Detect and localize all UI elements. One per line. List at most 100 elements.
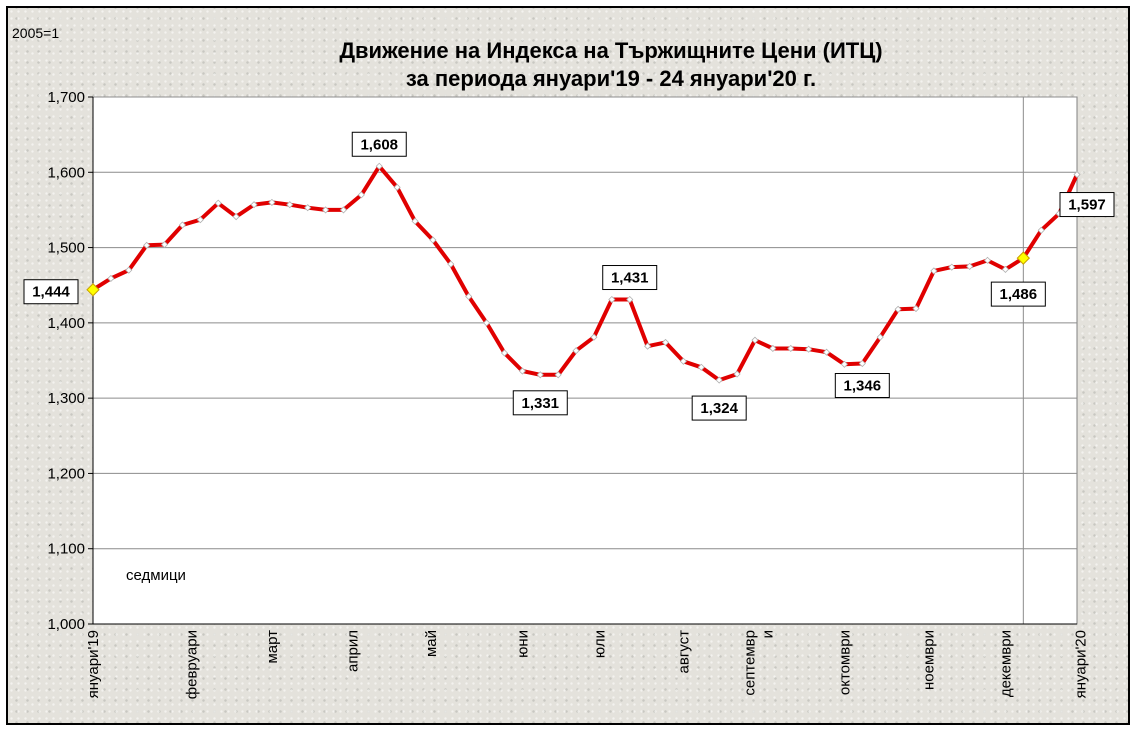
- data-point: [339, 206, 348, 214]
- data-label-text: 1,431: [611, 270, 649, 287]
- data-point: [411, 217, 419, 225]
- data-label: 1,597: [1059, 192, 1115, 218]
- x-month-label: февруари: [183, 630, 200, 699]
- y-tick-label: 1,100: [47, 541, 85, 558]
- data-point: [894, 305, 902, 313]
- data-label-box: [990, 281, 1046, 307]
- data-label-box: [23, 279, 79, 305]
- data-point: [357, 191, 365, 199]
- data-point: [286, 201, 294, 209]
- data-label: 1,608: [351, 131, 407, 157]
- data-point: [948, 263, 956, 271]
- data-point: [751, 336, 759, 344]
- data-label-box: [351, 131, 407, 157]
- x-month-label: януари'20: [1073, 630, 1090, 698]
- data-label: 1,486: [990, 281, 1046, 307]
- data-point: [107, 274, 115, 283]
- data-point: [590, 333, 598, 341]
- data-point: [1001, 265, 1010, 273]
- data-point: [125, 266, 133, 274]
- x-month-label: октомври: [836, 630, 853, 695]
- y-axis: 1,000 1,100 1,200 1,300 1,400 1,500 1,600 1,700: [47, 89, 94, 633]
- data-label-text: 1,608: [360, 136, 398, 153]
- x-month-label: декември: [997, 630, 1014, 697]
- data-point: [268, 198, 276, 206]
- y-tick-label: 1,600: [47, 164, 85, 181]
- data-point: [304, 204, 312, 212]
- data-point: [196, 216, 204, 224]
- chart-frame: 2005=1 Движение на Индекса на Тържищните…: [6, 6, 1130, 725]
- gridlines: [93, 96, 1077, 625]
- data-point: [536, 371, 544, 379]
- data-point: [733, 370, 741, 378]
- data-point: [160, 240, 169, 249]
- data-label-box: [834, 373, 890, 399]
- data-point: [912, 304, 920, 313]
- data-point: [876, 333, 884, 341]
- chart-subtitle: за периода януари'19 - 24 януари'20 г.: [406, 66, 816, 91]
- data-point: [930, 267, 938, 275]
- data-point: [232, 213, 240, 221]
- data-labels: 1,444 1,608 1,331 1,431 1,324 1,346 1,486 1,597: [23, 131, 1115, 421]
- data-label-box: [602, 265, 658, 291]
- data-point: [483, 319, 491, 327]
- data-label: 1,431: [602, 265, 658, 291]
- data-label-text: 1,444: [32, 284, 70, 301]
- data-point: [608, 295, 616, 304]
- data-point: [787, 344, 795, 353]
- x-month-label: септемвр: [742, 630, 759, 696]
- base-year-label: 2005=1: [12, 25, 59, 41]
- x-month-label: юли: [591, 630, 608, 658]
- y-tick-label: 1,700: [47, 89, 85, 106]
- data-point: [644, 342, 652, 350]
- data-point: [518, 367, 526, 375]
- highlighted-point: [1016, 251, 1031, 265]
- data-label-text: 1,346: [844, 378, 882, 395]
- data-point: [1037, 226, 1045, 234]
- data-label-box: [1059, 192, 1115, 218]
- series-markers: [86, 162, 1081, 384]
- weeks-note: седмици: [126, 567, 186, 584]
- line-chart: 2005=1 Движение на Индекса на Тържищните…: [12, 25, 1115, 699]
- data-label: 1,444: [23, 279, 79, 305]
- data-point: [554, 371, 562, 379]
- data-point: [178, 221, 187, 229]
- data-point: [393, 183, 401, 191]
- data-point: [966, 262, 974, 270]
- data-point: [715, 376, 723, 384]
- data-point: [697, 363, 705, 371]
- data-point: [805, 345, 813, 353]
- data-label: 1,324: [691, 395, 747, 421]
- x-month-label: август: [675, 630, 692, 674]
- data-label-box: [691, 395, 747, 421]
- x-month-label: март: [264, 630, 281, 664]
- data-point: [769, 344, 777, 353]
- data-point: [679, 357, 687, 365]
- x-axis: януари'19 февруари март април май юни юли авгус…: [85, 623, 1090, 699]
- data-point: [983, 256, 992, 264]
- data-label-text: 1,597: [1068, 197, 1106, 214]
- data-point: [626, 295, 634, 304]
- y-tick-label: 1,200: [47, 465, 85, 482]
- x-month-label: май: [423, 630, 440, 657]
- data-point: [858, 359, 866, 368]
- y-tick-label: 1,000: [47, 616, 85, 633]
- x-month-label: и: [760, 630, 777, 638]
- x-month-label: ноември: [921, 630, 938, 690]
- data-point: [447, 260, 455, 268]
- plot-area: [92, 96, 1078, 625]
- data-label-text: 1,324: [700, 400, 738, 417]
- data-point: [661, 338, 670, 346]
- data-point: [465, 292, 473, 301]
- data-point: [840, 360, 848, 368]
- data-label-box: [512, 390, 568, 416]
- data-point: [322, 206, 330, 214]
- highlighted-point: [86, 283, 100, 297]
- data-label: 1,331: [512, 390, 568, 416]
- data-point: [572, 347, 580, 355]
- data-point: [822, 348, 831, 356]
- y-tick-label: 1,400: [47, 315, 85, 332]
- data-point: [143, 241, 151, 249]
- x-month-label: юни: [514, 630, 531, 658]
- y-tick-label: 1,300: [47, 390, 85, 407]
